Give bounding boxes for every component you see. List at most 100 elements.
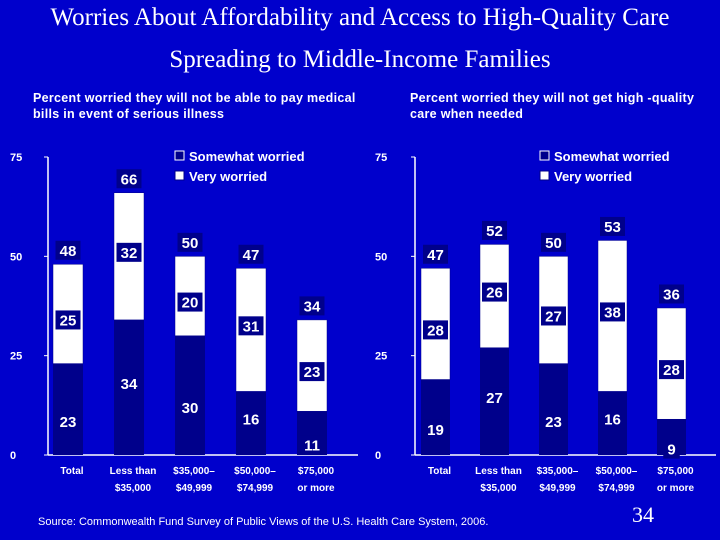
left-chart-label-very-bg — [177, 292, 203, 312]
right-chart-category-label: or more — [657, 483, 695, 494]
left-chart-label-total-bg — [177, 232, 203, 252]
left-chart-y-tick-label: 0 — [10, 450, 16, 462]
left-chart-label-somewhat-bg — [177, 397, 203, 417]
right-chart-label-total: 50 — [545, 235, 562, 252]
left-chart-bar-somewhat-worried — [53, 363, 83, 455]
right-chart-category-label: $49,999 — [539, 483, 576, 494]
right-chart-label-total-bg — [423, 244, 448, 264]
right-chart-label-somewhat: 19 — [427, 422, 444, 439]
right-chart-label-very-bg — [600, 302, 625, 322]
right-chart-label-total-bg — [482, 220, 507, 240]
right-chart-y-tick-label: 75 — [375, 152, 387, 164]
right-chart-category-label: Total — [428, 466, 451, 477]
left-chart-category-label: or more — [297, 483, 335, 494]
right-chart-category-label: $74,999 — [598, 483, 635, 494]
right-chart-label-somewhat-bg — [541, 411, 566, 431]
left-chart-category-label: $74,999 — [237, 483, 274, 494]
right-chart-label-somewhat: 27 — [486, 390, 503, 407]
right-chart-y-tick-label: 0 — [375, 450, 381, 462]
left-chart-y-tick-label: 50 — [10, 251, 22, 263]
right-chart-y-tick-label: 50 — [375, 251, 387, 263]
page-number: 34 — [632, 502, 654, 527]
right-chart-category-label: $35,000 — [480, 483, 517, 494]
left-chart-label-very: 20 — [182, 295, 199, 312]
chart-title-line2: Spreading to Middle-Income Families — [169, 46, 551, 73]
left-chart-label-very-bg — [55, 310, 81, 330]
left-chart-legend-very-swatch — [174, 170, 185, 181]
right-chart-subtitle: Percent worried they will not get high -… — [410, 91, 695, 121]
left-chart-category-label: $75,000 — [298, 466, 335, 477]
left-chart-y-tick-label: 25 — [10, 351, 22, 363]
chart-title-line1: Worries About Affordability and Access t… — [50, 4, 670, 31]
right-chart-category-label: $35,000– — [537, 466, 579, 477]
right-chart-label-somewhat-bg — [663, 439, 680, 459]
right-chart-label-very: 28 — [663, 362, 680, 379]
right-chart-label-total-bg — [600, 216, 625, 236]
right-chart-label-somewhat-bg — [423, 419, 448, 439]
right-chart-category-label: Less than — [475, 466, 522, 477]
left-chart-legend-somewhat-swatch — [174, 150, 185, 161]
left-chart-category-label: Total — [60, 466, 83, 477]
left-chart-category-label: $35,000 — [115, 483, 152, 494]
left-chart-label-somewhat: 30 — [182, 400, 199, 417]
right-chart-label-total: 52 — [486, 223, 503, 240]
right-chart-label-very-bg — [482, 282, 507, 302]
left-chart-label-total: 48 — [60, 243, 77, 260]
right-chart-label-somewhat: 9 — [667, 442, 675, 459]
right-chart-label-somewhat: 23 — [545, 414, 562, 431]
left-chart-label-somewhat: 23 — [60, 414, 77, 431]
left-chart-label-very: 32 — [121, 245, 138, 262]
right-chart-label-very: 38 — [604, 304, 621, 321]
left-chart-label-somewhat: 16 — [243, 412, 260, 429]
right-chart-label-very: 27 — [545, 308, 562, 325]
left-chart-label-very: 23 — [304, 364, 321, 381]
left-chart-bar-somewhat-worried — [175, 335, 205, 455]
left-chart-category-label: Less than — [110, 466, 157, 477]
left-chart-legend-somewhat-label: Somewhat worried — [189, 149, 305, 164]
left-chart-category-label: $35,000– — [173, 466, 215, 477]
right-chart-bar-somewhat-worried — [539, 363, 568, 455]
right-chart-bar-somewhat-worried — [421, 379, 450, 455]
left-chart-label-somewhat-bg — [238, 409, 264, 429]
right-chart-label-total-bg — [541, 232, 566, 252]
right-chart-label-somewhat-bg — [600, 409, 625, 429]
left-chart-label-total-bg — [238, 244, 264, 264]
left-chart-label-somewhat-bg — [116, 373, 142, 393]
left-chart-category-label: $50,000– — [234, 466, 276, 477]
left-chart-label-total-bg — [55, 240, 81, 260]
left-chart-label-very-bg — [238, 316, 264, 336]
right-chart-label-very-bg — [423, 320, 448, 340]
right-chart-category-label: $75,000 — [657, 466, 694, 477]
right-chart-category-label: $50,000– — [596, 466, 638, 477]
left-chart-legend-very-label: Very worried — [189, 169, 267, 184]
right-chart-legend-somewhat-label: Somewhat worried — [554, 149, 670, 164]
left-chart-label-total: 34 — [304, 298, 321, 315]
left-chart-label-very-bg — [116, 242, 142, 262]
right-chart-label-very-bg — [541, 306, 566, 326]
right-chart-label-very: 28 — [427, 322, 444, 339]
right-chart-y-tick-label: 25 — [375, 351, 387, 363]
right-chart-label-total: 47 — [427, 247, 444, 264]
right-chart-label-very-bg — [659, 360, 684, 380]
source-note: Source: Commonwealth Fund Survey of Publ… — [38, 516, 489, 528]
left-chart-label-very: 31 — [243, 318, 260, 335]
left-chart-y-tick-label: 75 — [10, 152, 22, 164]
left-chart-label-somewhat: 34 — [121, 376, 138, 393]
right-chart-label-somewhat: 16 — [604, 412, 621, 429]
right-chart-label-somewhat-bg — [482, 387, 507, 407]
right-chart-label-total: 53 — [604, 219, 621, 236]
left-chart-label-total-bg — [116, 169, 142, 189]
left-chart-label-somewhat-bg — [299, 435, 325, 455]
left-chart-label-very-bg — [299, 362, 325, 382]
left-chart-category-label: $49,999 — [176, 483, 213, 494]
right-chart-label-very: 26 — [486, 285, 503, 302]
right-chart-label-total-bg — [659, 284, 684, 304]
left-chart-label-somewhat: 11 — [304, 438, 320, 455]
left-chart-label-total: 66 — [121, 171, 138, 188]
left-chart-label-total: 47 — [243, 247, 260, 264]
left-chart-label-total-bg — [299, 296, 325, 316]
right-chart-label-total: 36 — [663, 286, 680, 303]
right-chart-legend-very-label: Very worried — [554, 169, 632, 184]
right-chart-legend-somewhat-swatch — [539, 150, 550, 161]
